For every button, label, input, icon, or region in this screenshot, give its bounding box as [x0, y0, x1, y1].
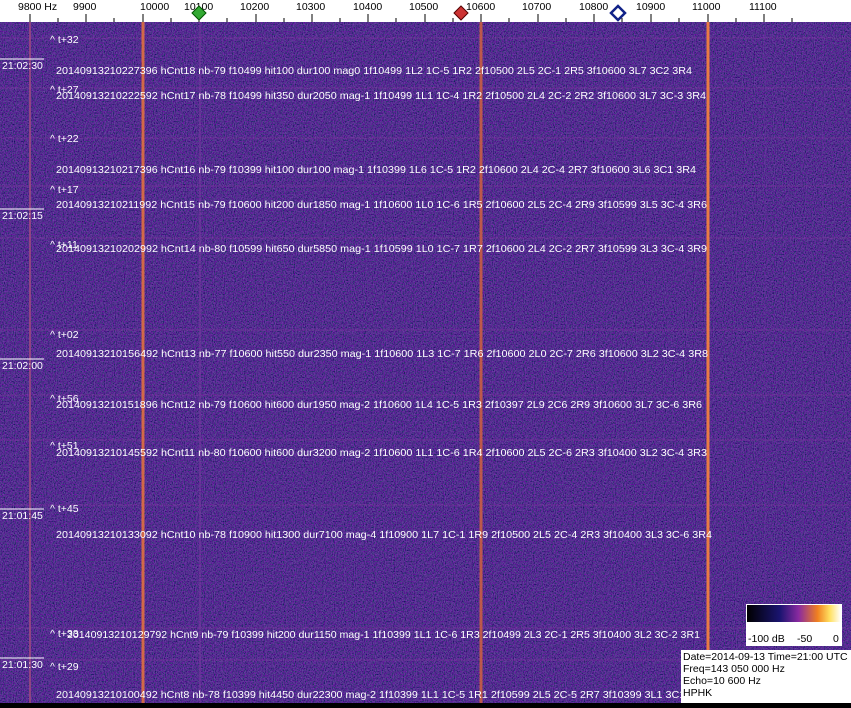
frequency-axis: 9800 Hz990010000101001020010300104001050…	[18, 1, 793, 22]
detection-line: 20140913210133092 hCnt10 nb-78 f10900 hi…	[56, 529, 712, 541]
detection-line: 20140913210156492 hCnt13 nb-77 f10600 hi…	[56, 348, 708, 360]
color-scale: -100 dB -50 0	[746, 604, 842, 646]
carrier-traces	[29, 22, 824, 703]
info-background	[681, 650, 851, 703]
freq-label: 10800	[579, 1, 608, 13]
noise	[0, 22, 851, 703]
time-label: 21:01:45	[2, 510, 43, 522]
info-line: HPHK	[683, 687, 712, 699]
offset-label: ^ t+17	[50, 184, 79, 196]
detection-line: 20140913210100492 hCnt8 nb-78 f10399 hit…	[56, 689, 702, 701]
freq-label: 11100	[749, 1, 777, 13]
offset-label: ^ t+02	[50, 329, 79, 341]
freq-label: 10200	[240, 1, 269, 13]
time-label: 21:01:30	[2, 659, 43, 671]
freq-label: 10400	[353, 1, 382, 13]
detection-line: 20140913210151896 hCnt12 nb-79 f10600 hi…	[56, 399, 702, 411]
detection-line: 20140913210211992 hCnt15 nb-79 f10600 hi…	[56, 199, 707, 211]
detection-line: 20140913210129792 hCnt9 nb-79 f10399 hit…	[67, 629, 700, 641]
offset-label: ^ t+32	[50, 34, 79, 46]
marker-red	[453, 5, 469, 21]
info-line: Echo=10 600 Hz	[683, 675, 761, 687]
color-scale-bar	[747, 605, 841, 622]
freq-label: 10500	[409, 1, 438, 13]
scale-label: 0	[833, 633, 839, 645]
scale-label: -100 dB	[748, 633, 785, 645]
markers	[191, 4, 627, 22]
freq-label: 10900	[636, 1, 665, 13]
detection-line: 20140913210222592 hCnt17 nb-78 f10499 hi…	[56, 90, 706, 102]
offset-label: ^ t+27	[50, 84, 79, 96]
offset-label: ^ t+45	[50, 503, 79, 515]
frequency-ruler	[0, 0, 851, 22]
offset-label: ^ t+22	[50, 133, 79, 145]
detection-line: 20140913210227396 hCnt18 nb-79 f10499 hi…	[56, 65, 692, 77]
offset-label: ^ t+29	[50, 661, 79, 673]
offset-label: ^ t+11	[50, 239, 78, 251]
freq-label: 11000	[692, 1, 721, 13]
time-label: 21:02:30	[2, 60, 43, 72]
offset-label: ^ t+51	[50, 440, 79, 452]
freq-label: 9800 Hz	[18, 1, 57, 13]
scale-label: -50	[797, 633, 812, 645]
freq-label: 10000	[140, 1, 169, 13]
detection-line: 20140913210202992 hCnt14 nb-80 f10599 hi…	[56, 243, 707, 255]
annotations: 21:02:30 21:02:15 21:02:00 21:01:45 21:01:30…	[0, 34, 712, 701]
offset-label: ^ t+33	[50, 628, 79, 640]
time-label: 21:02:00	[2, 360, 43, 372]
info-line: Date=2014-09-13 Time=21:00 UTC	[683, 651, 848, 663]
freq-label: 10600	[466, 1, 495, 13]
freq-label: 10300	[296, 1, 325, 13]
offset-label: ^ t+56	[50, 393, 79, 405]
marker-green	[191, 5, 207, 21]
detection-line: 20140913210145592 hCnt11 nb-80 f10600 hi…	[56, 447, 707, 459]
info-box: Date=2014-09-13 Time=21:00 UTC Freq=143 …	[681, 650, 851, 703]
marker-blue	[609, 4, 627, 22]
info-line: Freq=143 050 000 Hz	[683, 663, 785, 675]
time-label: 21:02:15	[2, 210, 43, 222]
detection-line: 20140913210217396 hCnt16 nb-79 f10399 hi…	[56, 164, 696, 176]
freq-label: 9900	[73, 1, 97, 13]
freq-label: 10700	[522, 1, 551, 13]
